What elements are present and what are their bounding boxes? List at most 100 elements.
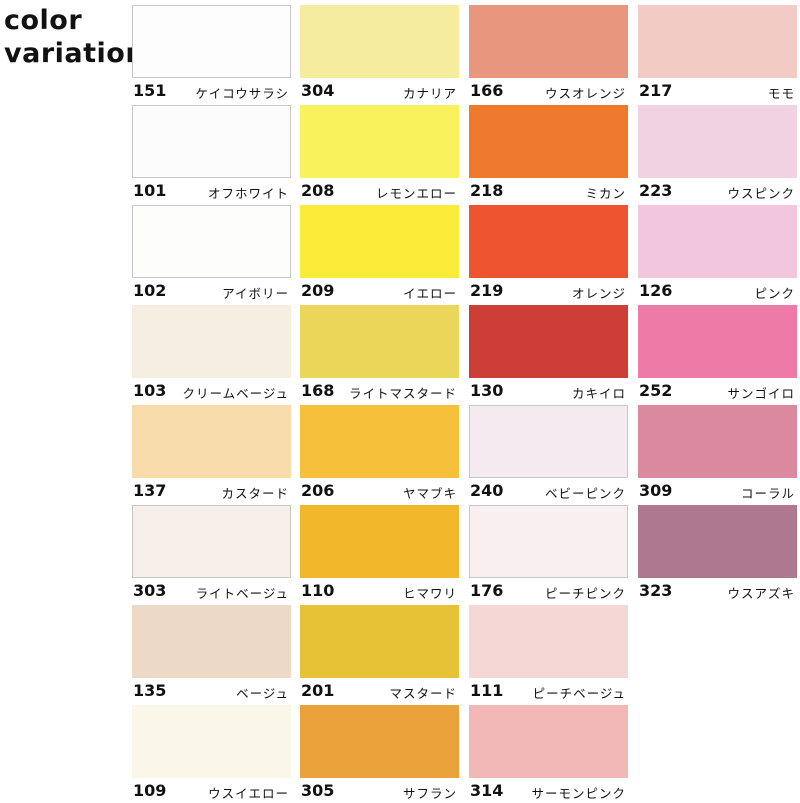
color-swatch-item[interactable]: 218 ミカン xyxy=(469,105,628,203)
title-line-2: variation xyxy=(4,38,146,69)
color-swatch[interactable] xyxy=(300,305,459,378)
color-code: 135 xyxy=(133,681,167,700)
color-swatch-item[interactable]: 109 ウスイエロー xyxy=(132,705,291,803)
color-swatch[interactable] xyxy=(638,405,797,478)
color-code: 176 xyxy=(470,581,504,600)
color-name: ピンク xyxy=(754,286,795,301)
color-swatch[interactable] xyxy=(300,105,459,178)
color-name: ピーチピンク xyxy=(544,586,626,601)
color-name: アイボリー xyxy=(222,286,289,301)
color-code: 304 xyxy=(301,81,335,100)
color-name: ウスイエロー xyxy=(208,786,289,801)
color-code: 110 xyxy=(301,581,335,600)
color-swatch-item[interactable]: 168 ライトマスタード xyxy=(300,305,459,403)
color-swatch[interactable] xyxy=(469,5,628,78)
color-name: ミカン xyxy=(585,186,626,201)
color-swatch-item[interactable]: 102 アイボリー xyxy=(132,205,291,303)
color-swatch-item[interactable]: 252 サンゴイロ xyxy=(638,305,797,403)
color-name: オフホワイト xyxy=(207,186,289,201)
color-swatch[interactable] xyxy=(132,505,291,578)
color-swatch-item[interactable]: 309 コーラル xyxy=(638,405,797,503)
color-swatch[interactable] xyxy=(638,505,797,578)
color-swatch-item[interactable]: 217 モモ xyxy=(638,5,797,103)
color-code: 102 xyxy=(133,281,167,300)
color-code: 101 xyxy=(133,181,167,200)
color-swatch[interactable] xyxy=(132,105,291,178)
color-swatch[interactable] xyxy=(132,405,291,478)
color-code: 168 xyxy=(301,381,335,400)
color-swatch-item[interactable]: 240 ベビーピンク xyxy=(469,405,628,503)
color-name: ライトマスタード xyxy=(348,386,457,401)
color-swatch-item[interactable]: 101 オフホワイト xyxy=(132,105,291,203)
color-code: 303 xyxy=(133,581,167,600)
color-swatch[interactable] xyxy=(469,205,628,278)
color-swatch-item[interactable]: 111 ピーチベージュ xyxy=(469,605,628,703)
color-swatch[interactable] xyxy=(638,105,797,178)
color-swatch[interactable] xyxy=(132,305,291,378)
color-swatch[interactable] xyxy=(469,405,628,478)
color-swatch[interactable] xyxy=(469,705,628,778)
color-name: コーラル xyxy=(740,486,795,501)
color-swatch[interactable] xyxy=(638,205,797,278)
color-swatch-item[interactable]: 303 ライトベージュ xyxy=(132,505,291,603)
color-swatch-item[interactable]: 176 ピーチピンク xyxy=(469,505,628,603)
color-code: 208 xyxy=(301,181,335,200)
color-swatch-item[interactable]: 130 カキイロ xyxy=(469,305,628,403)
color-code: 305 xyxy=(301,781,335,800)
color-swatch-item[interactable]: 208 レモンエロー xyxy=(300,105,459,203)
color-code: 126 xyxy=(639,281,673,300)
color-swatch-item[interactable]: 151 ケイコウサラシ xyxy=(132,5,291,103)
color-code: 109 xyxy=(133,781,167,800)
color-code: 218 xyxy=(470,181,504,200)
color-swatch[interactable] xyxy=(638,5,797,78)
color-swatch[interactable] xyxy=(300,605,459,678)
color-swatch[interactable] xyxy=(300,205,459,278)
color-swatch-item[interactable]: 201 マスタード xyxy=(300,605,459,703)
color-swatch[interactable] xyxy=(638,305,797,378)
color-swatch[interactable] xyxy=(132,605,291,678)
color-name: ウスアズキ xyxy=(727,586,795,601)
color-name: ピーチベージュ xyxy=(532,686,626,701)
color-swatch-item[interactable]: 135 ベージュ xyxy=(132,605,291,703)
color-swatch[interactable] xyxy=(132,205,291,278)
color-name: カナリア xyxy=(402,86,457,101)
color-code: 166 xyxy=(470,81,504,100)
color-swatch-item[interactable]: 314 サーモンピンク xyxy=(469,705,628,803)
color-name: クリームベージュ xyxy=(182,386,289,401)
color-name: レモンエロー xyxy=(375,186,457,201)
color-swatch[interactable] xyxy=(132,5,291,78)
color-swatch[interactable] xyxy=(300,5,459,78)
color-code: 323 xyxy=(639,581,673,600)
color-swatch-item[interactable]: 304 カナリア xyxy=(300,5,459,103)
color-name: ウスオレンジ xyxy=(544,86,626,101)
color-swatch[interactable] xyxy=(469,305,628,378)
color-swatch[interactable] xyxy=(132,705,291,778)
color-swatch[interactable] xyxy=(469,105,628,178)
color-name: サンゴイロ xyxy=(727,386,795,401)
color-swatch-item[interactable]: 305 サフラン xyxy=(300,705,459,803)
color-code: 219 xyxy=(470,281,504,300)
color-swatch-item[interactable]: 209 イエロー xyxy=(300,205,459,303)
color-name: ウスピンク xyxy=(727,186,795,201)
color-name: ヒマワリ xyxy=(402,586,457,601)
color-swatch[interactable] xyxy=(300,405,459,478)
color-swatch[interactable] xyxy=(300,705,459,778)
color-name: カキイロ xyxy=(571,386,626,401)
color-swatch[interactable] xyxy=(469,505,628,578)
color-swatch-item[interactable]: 126 ピンク xyxy=(638,205,797,303)
color-swatch-item[interactable]: 110 ヒマワリ xyxy=(300,505,459,603)
color-swatch-item[interactable]: 223 ウスピンク xyxy=(638,105,797,203)
color-swatch[interactable] xyxy=(469,605,628,678)
color-code: 206 xyxy=(301,481,335,500)
color-swatch-item[interactable]: 206 ヤマブキ xyxy=(300,405,459,503)
color-swatch-item[interactable]: 166 ウスオレンジ xyxy=(469,5,628,103)
color-swatch-item[interactable]: 103 クリームベージュ xyxy=(132,305,291,403)
color-swatch-item[interactable]: 219 オレンジ xyxy=(469,205,628,303)
page-title: color variation xyxy=(4,4,145,70)
color-swatch-item[interactable]: 137 カスタード xyxy=(132,405,291,503)
color-swatch[interactable] xyxy=(300,505,459,578)
color-code: 137 xyxy=(133,481,167,500)
color-name: サフラン xyxy=(402,786,457,801)
color-swatch-item[interactable]: 323 ウスアズキ xyxy=(638,505,797,603)
color-code: 151 xyxy=(133,81,167,100)
